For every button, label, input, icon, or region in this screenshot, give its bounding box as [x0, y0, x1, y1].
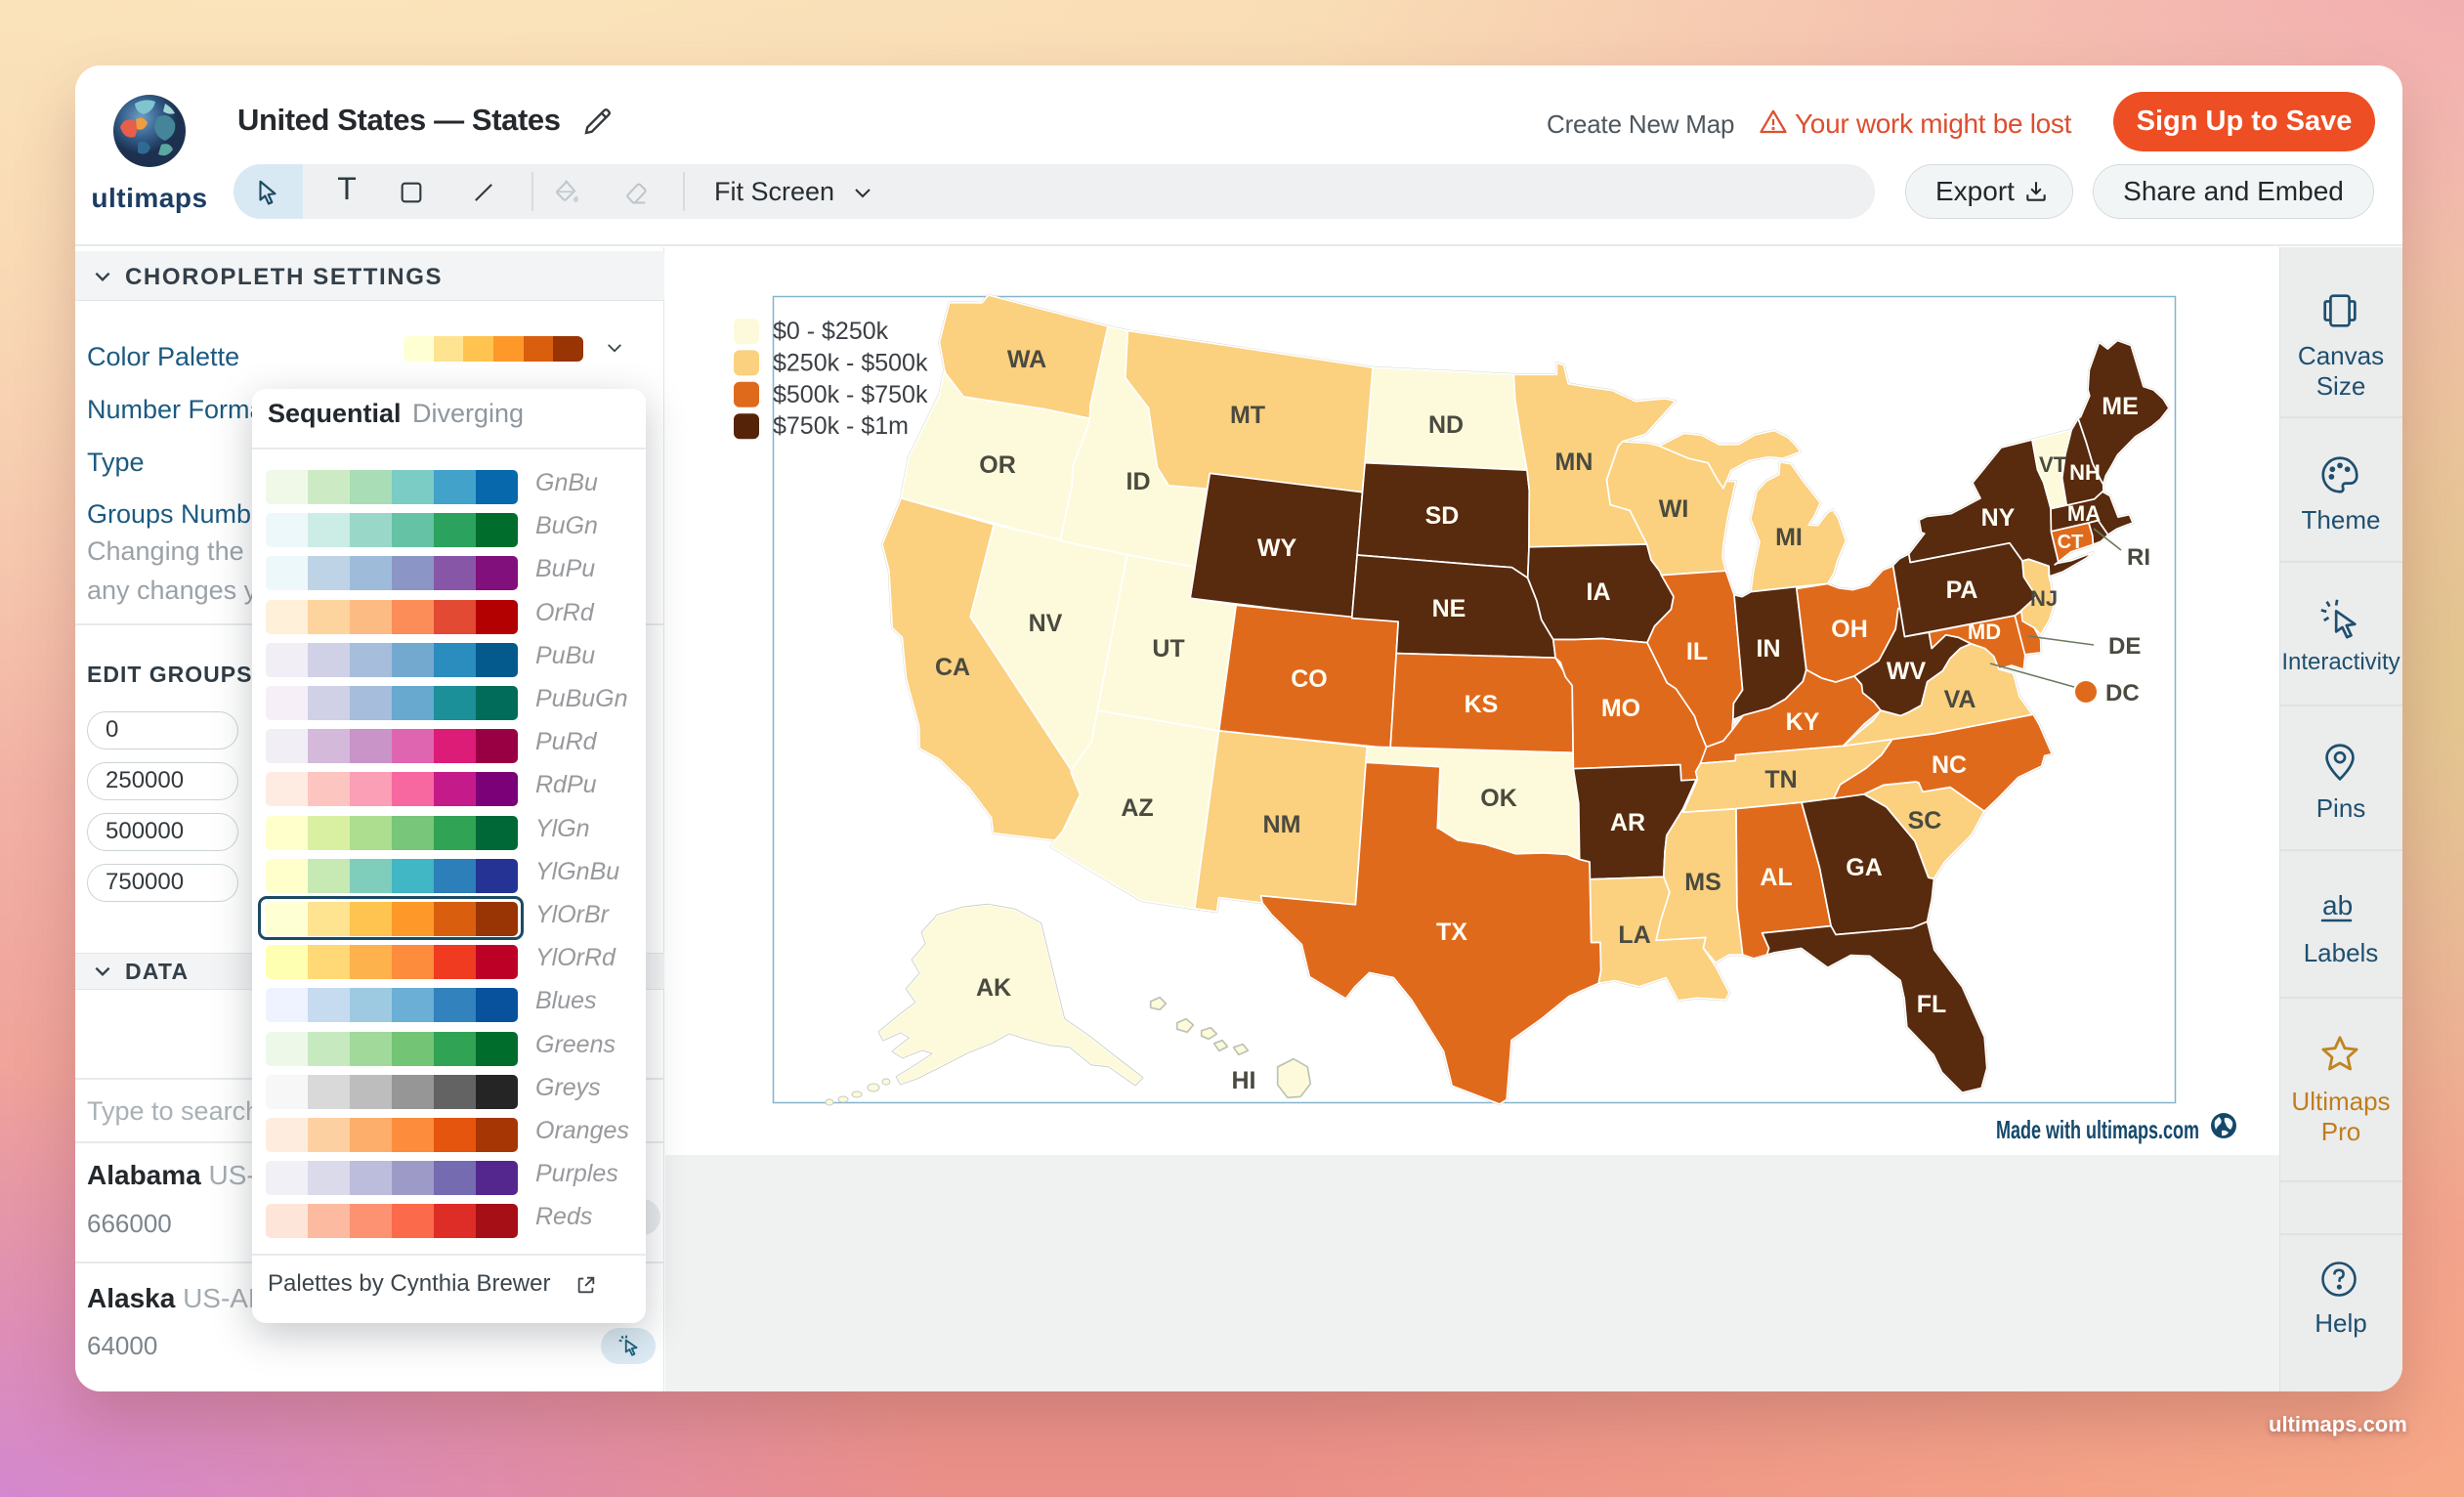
svg-text:HI: HI [1232, 1067, 1256, 1094]
svg-text:MS: MS [1684, 869, 1721, 896]
svg-text:WA: WA [1007, 346, 1046, 373]
svg-text:MI: MI [1775, 524, 1803, 551]
svg-text:MT: MT [1230, 402, 1265, 429]
svg-text:$0 - $250k: $0 - $250k [773, 318, 889, 345]
svg-text:AZ: AZ [1121, 794, 1153, 822]
svg-text:NV: NV [1029, 610, 1063, 637]
svg-text:MA: MA [2067, 501, 2101, 526]
svg-text:WV: WV [1887, 658, 1927, 685]
svg-text:Made with ultimaps.com: Made with ultimaps.com [1996, 1115, 2199, 1144]
svg-text:NY: NY [1981, 504, 2016, 532]
svg-text:TN: TN [1764, 766, 1797, 793]
svg-text:ME: ME [2102, 393, 2139, 420]
svg-text:UT: UT [1152, 635, 1184, 663]
svg-text:IN: IN [1757, 635, 1781, 663]
svg-text:AL: AL [1760, 864, 1792, 891]
svg-text:ID: ID [1126, 468, 1151, 495]
svg-text:NC: NC [1932, 751, 1967, 779]
svg-text:CO: CO [1291, 665, 1328, 693]
svg-text:NH: NH [2069, 460, 2101, 485]
svg-text:NJ: NJ [2030, 586, 2058, 611]
svg-text:IA: IA [1587, 578, 1611, 606]
svg-text:FL: FL [1917, 991, 1947, 1018]
svg-text:DE: DE [2108, 633, 2141, 660]
svg-text:AR: AR [1610, 809, 1645, 836]
svg-text:PA: PA [1946, 577, 1978, 604]
svg-text:SD: SD [1425, 502, 1460, 530]
svg-text:NE: NE [1432, 595, 1466, 622]
svg-text:VT: VT [2039, 452, 2067, 477]
svg-text:OH: OH [1831, 616, 1868, 643]
svg-text:WI: WI [1659, 495, 1689, 523]
svg-text:CA: CA [935, 654, 970, 681]
svg-text:OK: OK [1480, 785, 1517, 812]
svg-text:MO: MO [1601, 695, 1640, 722]
svg-text:CT: CT [2058, 532, 2084, 553]
svg-text:$250k - $500k: $250k - $500k [773, 349, 928, 376]
svg-text:ab: ab [2322, 890, 2353, 920]
svg-text:DC: DC [2105, 680, 2140, 706]
svg-text:NM: NM [1263, 811, 1301, 838]
svg-text:TX: TX [1436, 919, 1467, 946]
svg-text:$750k - $1m: $750k - $1m [773, 412, 909, 440]
svg-text:ND: ND [1428, 411, 1464, 439]
svg-text:KS: KS [1465, 691, 1499, 718]
svg-text:SC: SC [1908, 807, 1942, 834]
svg-text:IL: IL [1686, 638, 1708, 665]
svg-text:MN: MN [1555, 449, 1593, 476]
svg-text:KY: KY [1786, 708, 1820, 736]
svg-text:MD: MD [1968, 620, 2001, 644]
svg-text:WY: WY [1257, 535, 1297, 562]
svg-text:VA: VA [1944, 686, 1976, 713]
svg-text:$500k - $750k: $500k - $750k [773, 381, 928, 408]
svg-text:OR: OR [979, 451, 1016, 479]
svg-text:AK: AK [976, 974, 1011, 1002]
svg-text:RI: RI [2127, 544, 2150, 571]
svg-text:GA: GA [1846, 854, 1883, 881]
svg-text:LA: LA [1618, 921, 1650, 949]
